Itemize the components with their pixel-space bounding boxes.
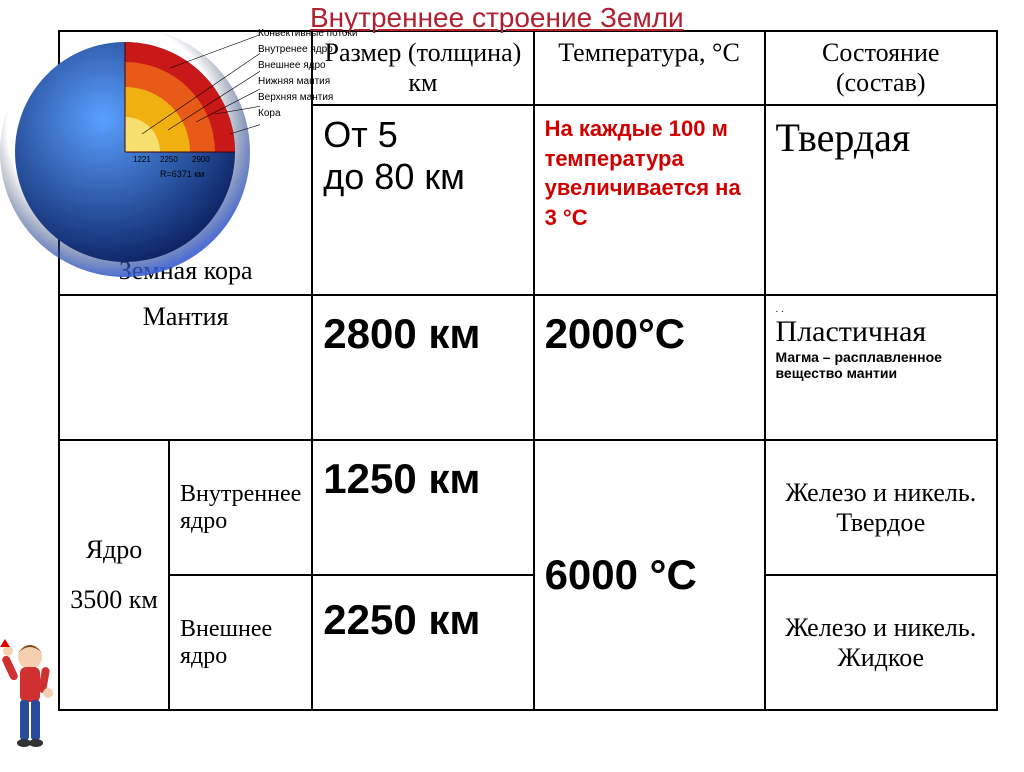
page-title: Внутреннее строение Земли — [310, 2, 684, 34]
mantle-state: Пластичная — [776, 315, 987, 349]
diagram-label: Конвективные потоки — [258, 26, 357, 42]
table-row-outer-core: Внешнее ядро 2250 км Железо и никель. Жи… — [59, 575, 997, 710]
earth-svg: 1221 2250 2900 R=6371 км — [0, 22, 260, 282]
layer-core-label: Ядро — [70, 535, 158, 565]
table-row-inner-core: Ядро 3500 км Внутреннее ядро 1250 км 600… — [59, 440, 997, 575]
col-header-state: Состояние (состав) — [765, 31, 998, 105]
diagram-label: Верхняя мантия — [258, 90, 357, 106]
diagram-radius: R=6371 км — [160, 169, 204, 179]
mantle-size: 2800 км — [323, 310, 480, 357]
core-total-size: 3500 км — [70, 585, 158, 615]
outer-core-label: Внешнее ядро — [169, 575, 312, 710]
diagram-label: Внешнее ядро — [258, 58, 357, 74]
kid-illustration — [0, 637, 60, 767]
core-temp: 6000 °С — [545, 551, 697, 598]
inner-core-label: Внутреннее ядро — [169, 440, 312, 575]
diagram-label: Внутренее ядро — [258, 42, 357, 58]
diagram-label: Нижняя мантия — [258, 74, 357, 90]
table-row-mantle: Мантия 2800 км 2000°С . . Пластичная Маг… — [59, 295, 997, 440]
diagram-label: Кора — [258, 106, 357, 122]
outer-core-size: 2250 км — [323, 596, 480, 643]
crust-state: Твердая — [776, 114, 987, 161]
diagram-legend: Конвективные потоки Внутренее ядро Внешн… — [258, 26, 357, 122]
diagram-tick-2: 2250 — [160, 155, 178, 164]
crust-temp: На каждые 100 м температура увеличиваетс… — [545, 114, 754, 233]
earth-cutaway-diagram: 1221 2250 2900 R=6371 км Конвективные по… — [0, 22, 260, 302]
inner-core-size: 1250 км — [323, 455, 480, 502]
inner-core-state: Железо и никель. Твердое — [765, 440, 998, 575]
mantle-state-sub: Магма – расплавленное вещество мантии — [776, 349, 987, 381]
crust-size-l2: до 80 км — [323, 156, 522, 198]
diagram-tick-3: 2900 — [192, 155, 210, 164]
col-header-temp: Температура, °С — [534, 31, 765, 105]
outer-core-state: Железо и никель. Жидкое — [765, 575, 998, 710]
mantle-temp: 2000°С — [545, 310, 686, 357]
layer-mantle-label: Мантия — [59, 295, 312, 440]
diagram-tick-1: 1221 — [133, 155, 151, 164]
